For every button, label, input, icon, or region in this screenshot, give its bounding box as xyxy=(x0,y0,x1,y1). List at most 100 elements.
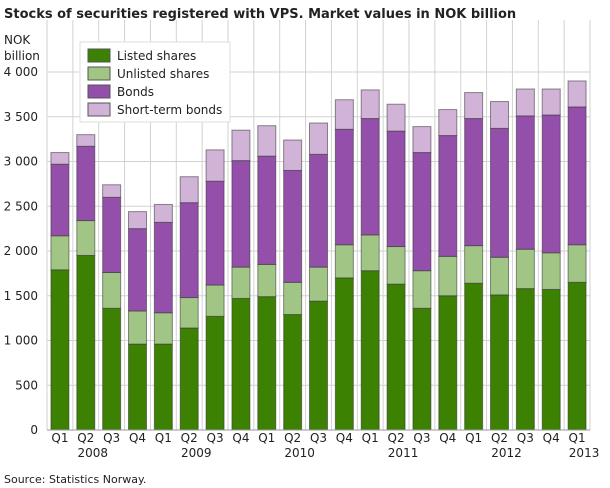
bar-unlisted-shares xyxy=(257,263,277,298)
x-tick-label: Q3 xyxy=(207,431,224,445)
bar-short-term-bonds xyxy=(360,89,380,120)
legend-swatch xyxy=(87,48,111,63)
year-label: 2008 xyxy=(78,446,109,460)
y-tick-label: 4 000 xyxy=(4,65,38,79)
legend-label: Unlisted shares xyxy=(117,67,209,81)
y-tick-label: 500 xyxy=(15,378,38,392)
bar-listed-shares xyxy=(257,296,277,431)
bar-unlisted-shares xyxy=(179,297,199,329)
bar-bonds xyxy=(128,228,147,312)
bar-bonds xyxy=(334,128,354,246)
bar-bonds xyxy=(567,106,587,246)
bar-listed-shares xyxy=(205,315,225,431)
bar-unlisted-shares xyxy=(309,266,328,302)
bar-unlisted-shares xyxy=(412,270,432,309)
bar-bonds xyxy=(179,202,199,299)
year-label: 2010 xyxy=(284,446,315,460)
bar-bonds xyxy=(541,114,561,254)
bar-short-term-bonds xyxy=(490,101,509,129)
bar-short-term-bonds xyxy=(128,211,147,230)
bar-bonds xyxy=(464,118,484,247)
bar-unlisted-shares xyxy=(438,255,458,297)
bar-unlisted-shares xyxy=(50,235,70,271)
bar-listed-shares xyxy=(309,300,328,431)
x-tick-label: Q2 xyxy=(284,431,301,445)
bar-bonds xyxy=(50,163,70,237)
bar-listed-shares xyxy=(50,269,70,431)
bar-unlisted-shares xyxy=(283,281,303,316)
bar-short-term-bonds xyxy=(438,109,458,137)
bar-short-term-bonds xyxy=(231,129,251,162)
bar-listed-shares xyxy=(567,281,587,431)
bar-listed-shares xyxy=(541,288,561,431)
year-label: 2009 xyxy=(181,446,212,460)
bar-listed-shares xyxy=(283,314,303,431)
x-tick-label: Q1 xyxy=(362,431,379,445)
bar-unlisted-shares xyxy=(515,248,535,290)
bar-bonds xyxy=(153,221,173,314)
bar-short-term-bonds xyxy=(464,92,484,120)
bar-listed-shares xyxy=(360,270,380,431)
bar-unlisted-shares xyxy=(567,244,587,283)
bar-short-term-bonds xyxy=(412,126,432,154)
x-tick-label: Q1 xyxy=(51,431,68,445)
bar-unlisted-shares xyxy=(128,310,147,345)
bar-short-term-bonds xyxy=(179,176,199,204)
bar-listed-shares xyxy=(386,283,406,431)
x-tick-label: Q2 xyxy=(491,431,508,445)
legend-label: Bonds xyxy=(117,85,154,99)
bar-unlisted-shares xyxy=(102,271,122,309)
bar-listed-shares xyxy=(464,282,484,431)
x-tick-label: Q2 xyxy=(388,431,405,445)
legend-swatch xyxy=(87,102,111,117)
bar-bonds xyxy=(360,118,380,236)
x-tick-label: Q4 xyxy=(232,431,249,445)
x-tick-label: Q3 xyxy=(517,431,534,445)
x-tick-label: Q2 xyxy=(77,431,94,445)
bar-listed-shares xyxy=(490,294,509,431)
x-tick-label: Q1 xyxy=(465,431,482,445)
bar-bonds xyxy=(309,153,328,268)
bar-bonds xyxy=(438,135,458,257)
x-tick-label: Q4 xyxy=(543,431,560,445)
bar-short-term-bonds xyxy=(153,203,173,223)
x-tick-label: Q3 xyxy=(413,431,430,445)
chart-title: Stocks of securities registered with VPS… xyxy=(4,7,516,22)
bar-bonds xyxy=(257,155,277,265)
y-tick-label: 3 500 xyxy=(4,110,38,124)
y-tick-label: 2 500 xyxy=(4,199,38,213)
y-tick-label: 1 000 xyxy=(4,334,38,348)
bar-short-term-bonds xyxy=(205,149,225,182)
bar-bonds xyxy=(102,196,122,273)
bar-listed-shares xyxy=(128,343,147,431)
x-tick-label: Q4 xyxy=(336,431,353,445)
x-tick-label: Q3 xyxy=(103,431,120,445)
y-axis-label-line1: NOK xyxy=(4,33,31,47)
bar-short-term-bonds xyxy=(309,122,328,155)
year-label: 2012 xyxy=(491,446,522,460)
bar-unlisted-shares xyxy=(334,244,354,279)
y-axis-label-line2: billion xyxy=(4,49,40,63)
year-label: 2011 xyxy=(388,446,419,460)
bar-listed-shares xyxy=(334,277,354,431)
bar-unlisted-shares xyxy=(76,220,96,256)
bar-short-term-bonds xyxy=(567,80,587,108)
bar-bonds xyxy=(231,160,251,268)
bar-listed-shares xyxy=(102,307,122,431)
bar-listed-shares xyxy=(438,295,458,431)
x-tick-label: Q1 xyxy=(258,431,275,445)
bar-listed-shares xyxy=(231,297,251,431)
bar-short-term-bonds xyxy=(386,103,406,132)
bar-unlisted-shares xyxy=(490,256,509,296)
bar-unlisted-shares xyxy=(205,284,225,317)
bar-short-term-bonds xyxy=(102,184,122,198)
bar-bonds xyxy=(490,127,509,258)
legend-swatch xyxy=(87,84,111,99)
source-note: Source: Statistics Norway. xyxy=(4,473,146,486)
bar-unlisted-shares xyxy=(153,312,173,345)
bar-listed-shares xyxy=(179,327,199,431)
bar-unlisted-shares xyxy=(231,266,251,299)
bar-listed-shares xyxy=(153,343,173,431)
